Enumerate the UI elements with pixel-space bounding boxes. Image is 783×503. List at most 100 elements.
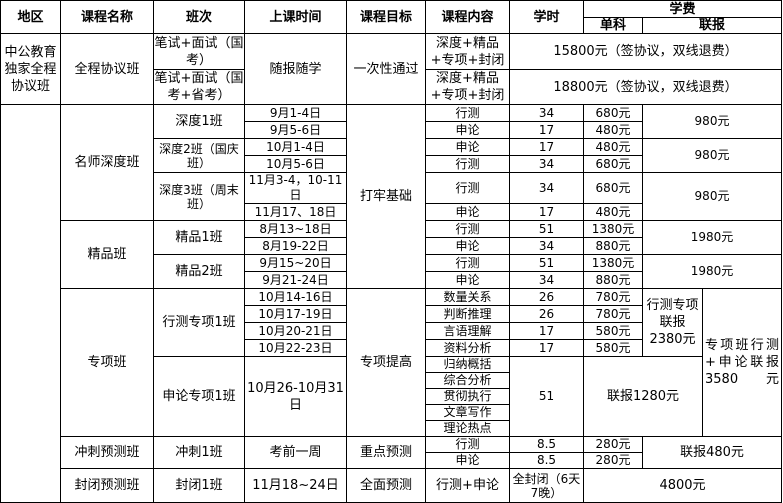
special-date: 10月26-10月31日	[244, 356, 347, 437]
deep-hours: 17	[509, 121, 584, 139]
special-content: 贯彻执行	[425, 388, 510, 405]
deep-content: 申论	[425, 121, 510, 139]
special-date: 10月20-21日	[244, 322, 347, 340]
sprint-goal: 重点预测	[346, 436, 426, 469]
header-class: 班次	[153, 0, 245, 34]
closed-goal: 全面预测	[346, 468, 426, 503]
premium-date: 9月21-24日	[244, 271, 347, 289]
deep-date: 11月3-4，10-11日	[244, 172, 347, 204]
foundation-goal: 打牢基础	[346, 104, 426, 289]
premium-hours: 34	[509, 271, 584, 289]
premium-hours: 34	[509, 237, 584, 255]
special-hours: 17	[509, 322, 584, 340]
special-goal: 专项提高	[346, 288, 426, 437]
special-hours: 26	[509, 288, 584, 306]
deep-class: 深度1班	[153, 104, 245, 139]
sprint-single-fee: 280元	[583, 436, 643, 453]
sprint-hours: 8.5	[509, 436, 584, 453]
deep-single-fee: 680元	[583, 104, 643, 122]
deep-hours: 34	[509, 172, 584, 204]
special-content: 言语理解	[425, 322, 510, 340]
sprint-hours: 8.5	[509, 452, 584, 469]
deep-single-fee: 680元	[583, 172, 643, 204]
deep-single-fee: 480元	[583, 203, 643, 221]
special-total-combo-fee: 专项班行测+申论联报3580元	[701, 288, 783, 437]
header-goal: 课程目标	[346, 0, 426, 34]
premium-content: 申论	[425, 271, 510, 289]
premium-hours: 51	[509, 220, 584, 238]
special-hours: 51	[509, 356, 584, 437]
deep-class: 深度3班（周末班）	[153, 172, 245, 221]
special-content: 理论热点	[425, 420, 510, 437]
full-course-content: 深度+精品+专项+封闭	[425, 69, 510, 105]
premium-content: 行测	[425, 220, 510, 238]
deep-hours: 34	[509, 155, 584, 173]
sprint-content: 申论	[425, 452, 510, 469]
premium-class: 精品1班	[153, 220, 245, 255]
premium-class: 精品2班	[153, 254, 245, 289]
closed-hours: 全封闭（6天7晚）	[509, 468, 584, 503]
sprint-class: 冲刺1班	[153, 436, 245, 469]
premium-content: 申论	[425, 237, 510, 255]
special-class: 申论专项1班	[153, 356, 245, 437]
deep-combo-fee: 980元	[641, 138, 783, 173]
premium-single-fee: 880元	[583, 237, 643, 255]
closed-course-name: 封闭预测班	[60, 468, 154, 503]
deep-single-fee: 680元	[583, 155, 643, 173]
deep-hours: 17	[509, 203, 584, 221]
deep-date: 11月17、18日	[244, 203, 347, 221]
premium-hours: 51	[509, 254, 584, 272]
sprint-single-fee: 280元	[583, 452, 643, 469]
closed-time: 11月18~24日	[244, 468, 347, 503]
deep-hours: 17	[509, 138, 584, 156]
full-course-fee: 18800元（签协议，双线退费）	[508, 69, 783, 105]
full-course-region: 中公教育独家全程协议班	[0, 33, 61, 105]
special-date: 10月22-23日	[244, 339, 347, 357]
premium-content: 行测	[425, 254, 510, 272]
deep-content: 行测	[425, 155, 510, 173]
premium-single-fee: 1380元	[583, 220, 643, 238]
deep-course-name: 名师深度班	[60, 104, 154, 221]
special-content: 归纳概括	[425, 356, 510, 373]
premium-course-name: 精品班	[60, 220, 154, 289]
deep-content: 行测	[425, 104, 510, 122]
special-course-name: 专项班	[60, 288, 154, 437]
header-course-name: 课程名称	[60, 0, 154, 34]
premium-date: 8月13~18日	[244, 220, 347, 238]
full-course-fee: 15800元（签协议，双线退费）	[508, 33, 783, 70]
deep-date: 10月5-6日	[244, 155, 347, 173]
special-single-fee: 780元	[583, 288, 643, 306]
premium-single-fee: 880元	[583, 271, 643, 289]
special-single-fee: 780元	[583, 305, 643, 323]
special-hours: 26	[509, 305, 584, 323]
header-fee: 学费	[582, 0, 783, 18]
full-course-name: 全程协议班	[60, 33, 154, 105]
special-single-fee: 580元	[583, 339, 643, 357]
header-region: 地区	[0, 0, 61, 34]
deep-single-fee: 480元	[583, 138, 643, 156]
full-course-class: 笔试+面试（国考+省考）	[153, 69, 245, 105]
closed-fee: 4800元	[582, 468, 783, 503]
premium-combo-fee: 1980元	[641, 254, 783, 289]
header-single: 单科	[583, 17, 643, 34]
deep-content: 行测	[425, 172, 510, 204]
region-blank	[0, 104, 61, 503]
premium-date: 9月15~20日	[244, 254, 347, 272]
header-combo: 联报	[641, 17, 783, 34]
special-hours: 17	[509, 339, 584, 357]
sprint-content: 行测	[425, 436, 510, 453]
sprint-course-name: 冲刺预测班	[60, 436, 154, 469]
header-content: 课程内容	[425, 0, 510, 34]
special-content: 资料分析	[425, 339, 510, 357]
deep-combo-fee: 980元	[641, 104, 783, 139]
closed-content: 行测+申论	[425, 468, 510, 503]
deep-date: 9月5-6日	[244, 121, 347, 139]
special-content: 判断推理	[425, 305, 510, 323]
premium-date: 8月19-22日	[244, 237, 347, 255]
sprint-combo-fee: 联报480元	[641, 436, 783, 469]
deep-class: 深度2班（国庆班）	[153, 138, 245, 173]
special-content: 文章写作	[425, 404, 510, 421]
deep-content: 申论	[425, 138, 510, 156]
full-course-time: 随报随学	[244, 33, 347, 105]
